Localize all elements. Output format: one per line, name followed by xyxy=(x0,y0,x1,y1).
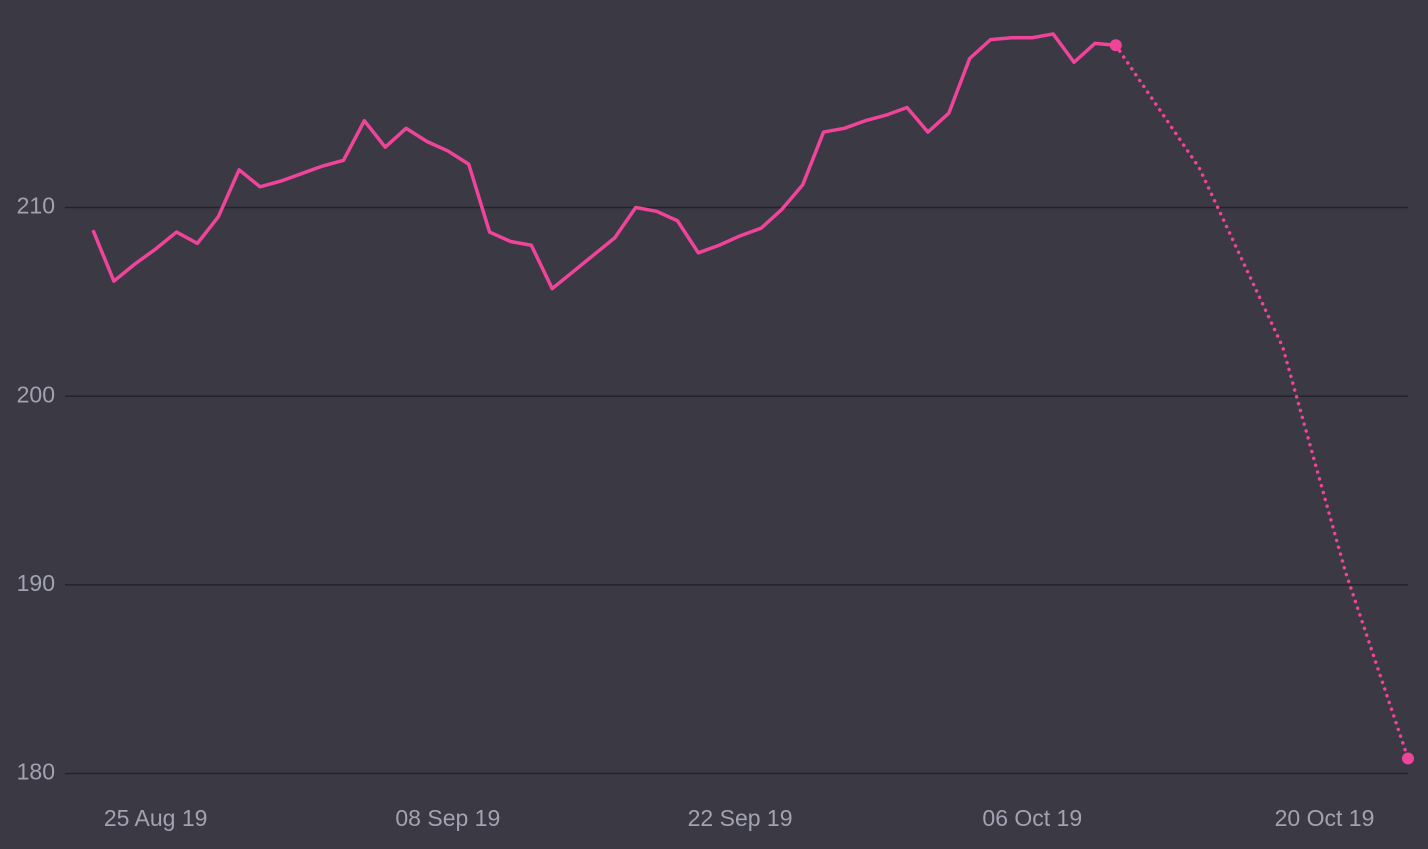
y-tick-label: 190 xyxy=(17,570,55,596)
y-tick-label: 200 xyxy=(17,381,55,407)
y-tick-label: 210 xyxy=(17,193,55,219)
x-tick-label: 22 Sep 19 xyxy=(688,805,793,831)
y-tick-label: 180 xyxy=(17,759,55,785)
series-line xyxy=(1114,43,1410,761)
end-marker xyxy=(1402,752,1414,765)
series-line xyxy=(91,32,1116,291)
end-marker xyxy=(1109,39,1122,52)
x-tick-label: 20 Oct 19 xyxy=(1275,805,1375,831)
x-tick-label: 08 Sep 19 xyxy=(395,805,500,831)
x-tick-label: 06 Oct 19 xyxy=(982,805,1082,831)
x-tick-label: 25 Aug 19 xyxy=(104,805,208,831)
